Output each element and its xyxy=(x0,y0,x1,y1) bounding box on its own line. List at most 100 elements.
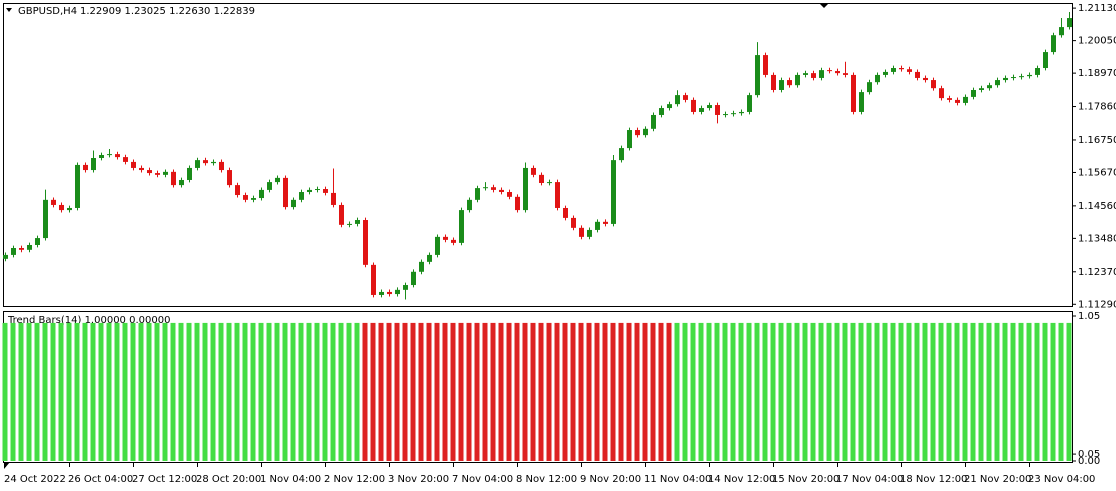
candle-body xyxy=(331,192,336,205)
candle-body xyxy=(131,161,136,168)
x-tick-label: 24 Oct 2022 xyxy=(4,474,66,485)
main-frame xyxy=(3,3,1073,307)
trend-bar xyxy=(490,322,496,461)
trend-bar xyxy=(330,322,336,461)
candle-body xyxy=(459,210,464,243)
candle-body xyxy=(675,95,680,105)
trend-bar xyxy=(26,322,32,461)
trend-bar xyxy=(626,322,632,461)
trend-bar xyxy=(290,322,296,461)
trend-bar xyxy=(458,322,464,461)
trend-bar xyxy=(978,322,984,461)
candle-body xyxy=(683,95,688,100)
trend-bar xyxy=(754,322,760,461)
trend-bar xyxy=(354,322,360,461)
candle-body xyxy=(307,189,312,193)
candle-body xyxy=(731,113,736,115)
shift-marker[interactable] xyxy=(819,3,829,8)
candle-body xyxy=(43,199,48,239)
candle-body xyxy=(1019,76,1024,78)
trend-bar xyxy=(554,322,560,461)
candle-body xyxy=(1043,52,1048,69)
trend-bar xyxy=(1066,322,1072,461)
candle-body xyxy=(635,130,640,136)
candle-body xyxy=(947,98,952,100)
trend-bar xyxy=(426,322,432,461)
trend-bar xyxy=(266,322,272,461)
trend-bar xyxy=(1050,322,1056,461)
candle-body xyxy=(579,227,584,237)
candle-body xyxy=(899,68,904,70)
trend-bar xyxy=(634,322,640,461)
candle-body xyxy=(51,199,56,205)
trend-bar xyxy=(346,322,352,461)
candle-body xyxy=(843,73,848,75)
x-tick-label: 1 Nov 04:00 xyxy=(260,474,321,485)
candle-body xyxy=(963,96,968,103)
trend-bar xyxy=(386,322,392,461)
candle-body xyxy=(923,77,928,81)
trend-bar xyxy=(666,322,672,461)
candle-body xyxy=(499,189,504,193)
candle-body xyxy=(811,73,816,78)
candle-body xyxy=(435,236,440,255)
y-tick-label: 1.16750 xyxy=(1078,135,1116,146)
candle-body xyxy=(411,271,416,286)
trend-bar xyxy=(218,322,224,461)
candle-body xyxy=(979,88,984,90)
candle-body xyxy=(563,207,568,218)
x-tick-label: 9 Nov 20:00 xyxy=(580,474,641,485)
trend-bar xyxy=(482,322,488,461)
trend-bar xyxy=(850,322,856,461)
trend-bar xyxy=(394,322,400,461)
trend-bar xyxy=(34,322,40,461)
candle-body xyxy=(755,55,760,96)
quote-values: 1.22909 1.23025 1.22630 1.22839 xyxy=(80,6,255,17)
candle-body xyxy=(11,248,16,255)
trend-bar xyxy=(866,322,872,461)
candle-body xyxy=(283,177,288,208)
candle-body xyxy=(395,289,400,295)
candle-body xyxy=(259,189,264,199)
candle-body xyxy=(787,80,792,86)
trend-bar xyxy=(98,322,104,461)
candle-body xyxy=(483,187,488,189)
candle-body xyxy=(995,80,1000,86)
trend-bar xyxy=(146,322,152,461)
candle-body xyxy=(75,164,80,208)
trend-bar xyxy=(898,322,904,461)
candle-body xyxy=(531,167,536,175)
y-tick-label: 1.17860 xyxy=(1078,102,1116,113)
candle-body xyxy=(83,164,88,171)
x-tick-label: 2 Nov 12:00 xyxy=(324,474,385,485)
trend-bar xyxy=(770,322,776,461)
x-tick-label: 17 Nov 04:00 xyxy=(836,474,903,485)
candle-body xyxy=(907,69,912,72)
trend-bar xyxy=(746,322,752,461)
candle-body xyxy=(107,154,112,156)
trend-bar xyxy=(842,322,848,461)
candle-body xyxy=(379,291,384,295)
candle-body xyxy=(59,204,64,211)
x-tick-label: 28 Oct 20:00 xyxy=(196,474,261,485)
trend-bar xyxy=(810,322,816,461)
candle-body xyxy=(603,221,608,224)
candle-body xyxy=(227,170,232,186)
trend-bar xyxy=(306,322,312,461)
candle-body xyxy=(219,161,224,171)
candle-body xyxy=(803,73,808,75)
trend-bar xyxy=(202,322,208,461)
y-tick-label: 1.15670 xyxy=(1078,167,1116,178)
candle-body xyxy=(299,192,304,200)
trend-bar xyxy=(586,322,592,461)
y-tick-label: 1.12370 xyxy=(1078,267,1116,278)
candle-body xyxy=(147,170,152,174)
trend-bar xyxy=(298,322,304,461)
menu-arrow[interactable] xyxy=(6,8,12,12)
trend-bar xyxy=(786,322,792,461)
trend-bar xyxy=(794,322,800,461)
trend-bar xyxy=(226,322,232,461)
candle-body xyxy=(251,198,256,200)
trend-bar xyxy=(642,322,648,461)
trend-bar xyxy=(274,322,280,461)
